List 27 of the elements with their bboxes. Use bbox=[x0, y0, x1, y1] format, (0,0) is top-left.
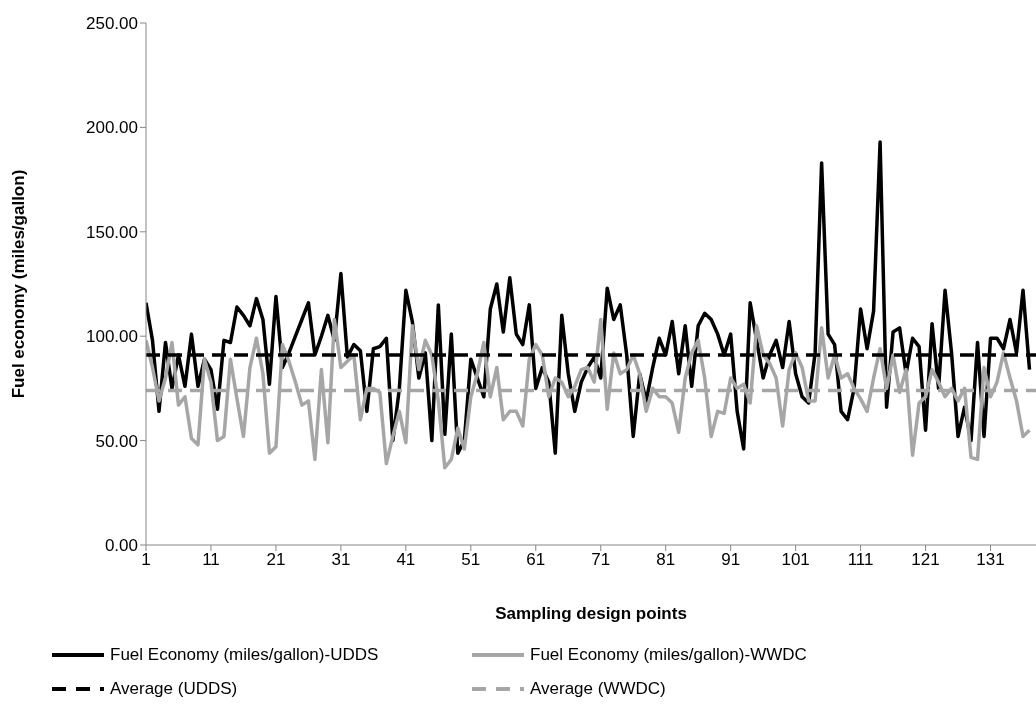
x-tick-label: 11 bbox=[202, 550, 220, 570]
x-tick-label: 31 bbox=[331, 550, 351, 570]
y-axis-title: Fuel economy (miles/gallon) bbox=[9, 169, 29, 399]
y-tick-label: 150.00 bbox=[86, 222, 138, 242]
y-tick-label: 0.00 bbox=[104, 536, 138, 556]
x-tick-label: 101 bbox=[781, 550, 810, 570]
legend-label: Average (UDDS) bbox=[110, 679, 238, 699]
y-tick-label: 250.00 bbox=[86, 14, 138, 34]
x-tick-label: 111 bbox=[847, 550, 874, 570]
legend-label: Fuel Economy (miles/gallon)-UDDS bbox=[110, 645, 379, 665]
legend-label: Fuel Economy (miles/gallon)-WWDC bbox=[530, 645, 807, 665]
x-axis-title: Sampling design points bbox=[495, 604, 687, 624]
x-tick-label: 131 bbox=[976, 550, 1005, 570]
legend-label: Average (WWDC) bbox=[530, 679, 666, 699]
x-tick-label: 61 bbox=[526, 550, 546, 570]
x-tick-label: 91 bbox=[721, 550, 741, 570]
x-tick-label: 1 bbox=[141, 550, 151, 570]
y-tick-label: 100.00 bbox=[86, 327, 138, 347]
x-tick-label: 71 bbox=[591, 550, 611, 570]
x-tick-label: 21 bbox=[266, 550, 286, 570]
x-tick-label: 41 bbox=[396, 550, 416, 570]
x-tick-label: 81 bbox=[656, 550, 676, 570]
y-tick-label: 200.00 bbox=[86, 118, 138, 138]
line-series bbox=[146, 317, 1032, 470]
x-tick-label: 121 bbox=[911, 550, 940, 570]
y-tick-label: 50.00 bbox=[95, 431, 138, 451]
x-tick-label: 51 bbox=[461, 550, 481, 570]
